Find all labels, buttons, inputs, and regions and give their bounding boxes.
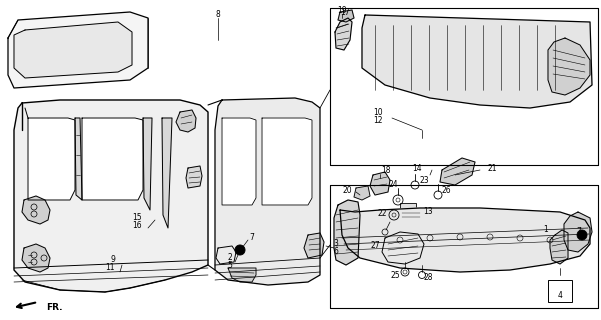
Text: 1: 1 xyxy=(543,226,548,235)
Circle shape xyxy=(238,248,242,252)
Polygon shape xyxy=(370,172,390,195)
Polygon shape xyxy=(14,22,132,78)
Polygon shape xyxy=(186,166,202,188)
Text: 16: 16 xyxy=(132,221,142,230)
Text: 2: 2 xyxy=(227,252,232,261)
Polygon shape xyxy=(162,118,172,228)
Polygon shape xyxy=(176,110,196,132)
Text: 19: 19 xyxy=(337,5,347,14)
Text: 9: 9 xyxy=(110,255,115,265)
Text: 22: 22 xyxy=(377,210,387,219)
FancyBboxPatch shape xyxy=(548,280,572,302)
Text: 17: 17 xyxy=(340,7,350,17)
Text: 14: 14 xyxy=(412,164,422,172)
Polygon shape xyxy=(362,15,592,108)
Text: 21: 21 xyxy=(488,164,498,172)
Circle shape xyxy=(577,230,587,240)
Polygon shape xyxy=(340,208,590,272)
Text: 4: 4 xyxy=(558,291,563,300)
Polygon shape xyxy=(354,186,370,200)
Polygon shape xyxy=(228,268,256,282)
Text: 5: 5 xyxy=(227,260,232,269)
Text: 13: 13 xyxy=(423,207,433,217)
Polygon shape xyxy=(222,118,256,205)
Polygon shape xyxy=(22,196,50,224)
Text: 7: 7 xyxy=(249,234,254,243)
Polygon shape xyxy=(216,246,236,264)
Text: 12: 12 xyxy=(373,116,383,124)
Text: 10: 10 xyxy=(373,108,383,116)
Polygon shape xyxy=(335,18,352,50)
Polygon shape xyxy=(334,200,360,265)
Text: 15: 15 xyxy=(132,213,142,222)
Polygon shape xyxy=(75,118,82,200)
Polygon shape xyxy=(564,212,592,252)
Polygon shape xyxy=(8,12,148,88)
Text: 18: 18 xyxy=(381,165,391,174)
Polygon shape xyxy=(28,118,75,200)
Text: 7: 7 xyxy=(576,228,581,236)
Circle shape xyxy=(235,245,245,255)
Polygon shape xyxy=(262,118,312,205)
Text: 3: 3 xyxy=(334,239,338,249)
Text: 27: 27 xyxy=(370,241,380,250)
FancyBboxPatch shape xyxy=(400,203,416,217)
Polygon shape xyxy=(22,244,50,272)
Polygon shape xyxy=(215,98,320,285)
Polygon shape xyxy=(550,230,568,264)
Polygon shape xyxy=(382,232,424,264)
Polygon shape xyxy=(14,100,208,292)
Polygon shape xyxy=(338,10,354,22)
Text: 6: 6 xyxy=(334,247,338,257)
Text: FR.: FR. xyxy=(46,302,63,311)
Text: 26: 26 xyxy=(441,186,451,195)
Text: 8: 8 xyxy=(216,10,221,19)
Text: 24: 24 xyxy=(388,180,398,188)
Polygon shape xyxy=(143,118,152,210)
Text: 28: 28 xyxy=(423,274,433,283)
Polygon shape xyxy=(440,158,475,185)
Polygon shape xyxy=(304,233,324,258)
Polygon shape xyxy=(82,118,143,200)
Text: 25: 25 xyxy=(391,271,400,281)
Text: 20: 20 xyxy=(343,186,352,195)
Polygon shape xyxy=(548,38,590,95)
Text: 11: 11 xyxy=(106,263,115,273)
Text: 23: 23 xyxy=(419,175,429,185)
